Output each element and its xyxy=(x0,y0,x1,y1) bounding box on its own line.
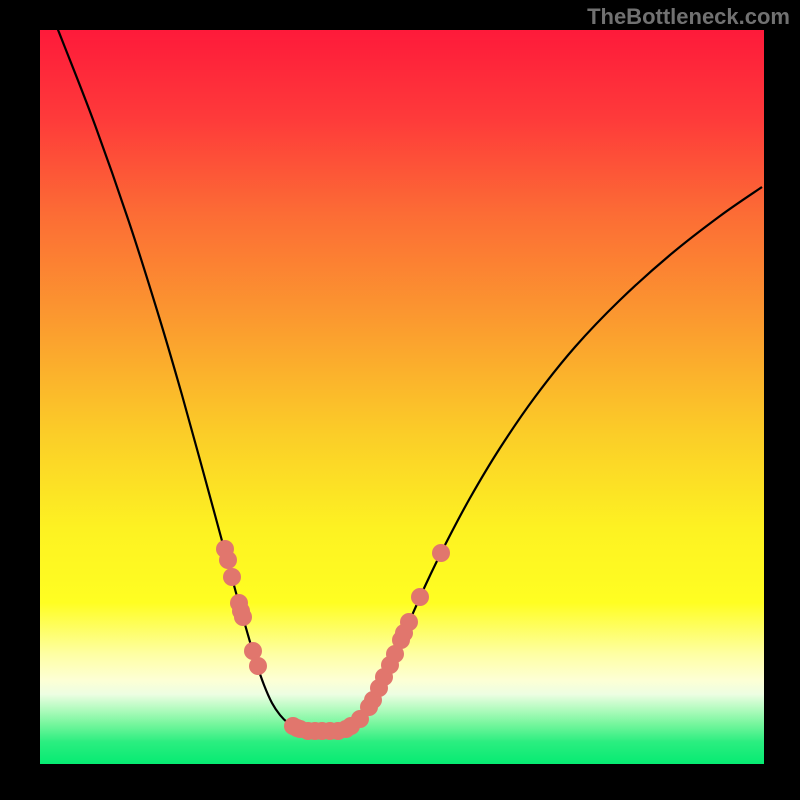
data-marker xyxy=(249,657,267,675)
data-marker xyxy=(219,551,237,569)
data-marker xyxy=(400,613,418,631)
data-marker xyxy=(432,544,450,562)
data-marker xyxy=(411,588,429,606)
data-marker xyxy=(234,608,252,626)
bottleneck-chart xyxy=(40,30,764,764)
watermark-text: TheBottleneck.com xyxy=(587,4,790,30)
plot-area xyxy=(40,30,764,764)
data-marker xyxy=(223,568,241,586)
